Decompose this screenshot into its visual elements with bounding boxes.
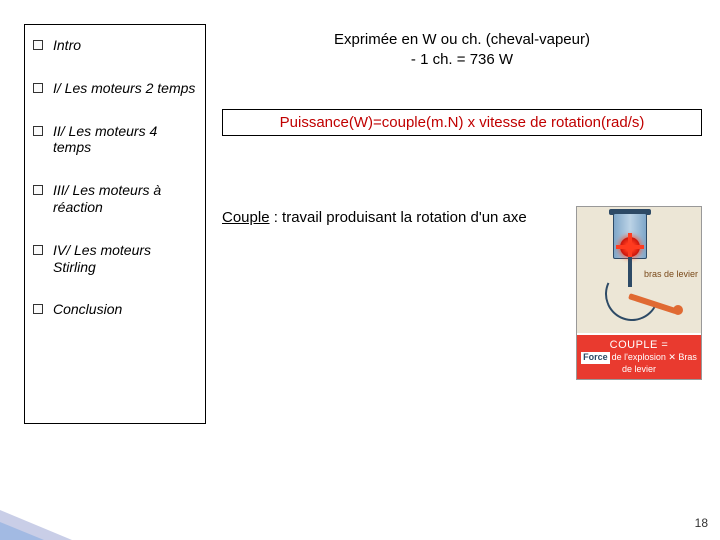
couple-row: Couple : travail produisant la rotation … bbox=[222, 206, 702, 380]
bullet-icon bbox=[33, 245, 43, 255]
nav-item-intro: Intro bbox=[33, 37, 197, 54]
engine-canvas: bras de levier bbox=[577, 207, 701, 331]
couple-formula-band: COUPLE = Forcede l'explosion ✕ Bras de l… bbox=[577, 333, 701, 379]
couple-def-text: : travail produisant la rotation d'un ax… bbox=[270, 209, 527, 226]
nav-label: I/ Les moteurs 2 temps bbox=[53, 80, 195, 97]
explosion-icon bbox=[620, 237, 640, 257]
nav-item-iii: III/ Les moteurs à réaction bbox=[33, 182, 197, 216]
header-line2: - 1 ch. = 736 W bbox=[222, 50, 702, 70]
bullet-icon bbox=[33, 40, 43, 50]
bullet-icon bbox=[33, 185, 43, 195]
corner-accent2-icon bbox=[0, 522, 44, 540]
nav-label: II/ Les moteurs 4 temps bbox=[53, 123, 197, 157]
bullet-icon bbox=[33, 83, 43, 93]
couple-term: Couple bbox=[222, 209, 270, 226]
page-number: 18 bbox=[695, 516, 708, 530]
header-line1: Exprimée en W ou ch. (cheval-vapeur) bbox=[222, 30, 702, 50]
band-force: Force bbox=[581, 352, 610, 363]
lever-end-icon bbox=[673, 305, 683, 315]
main-content: Exprimée en W ou ch. (cheval-vapeur) - 1… bbox=[222, 24, 702, 380]
band-formula: Forcede l'explosion ✕ Bras de levier bbox=[581, 352, 697, 375]
couple-definition: Couple : travail produisant la rotation … bbox=[222, 206, 564, 228]
band-title: COUPLE = bbox=[581, 339, 697, 353]
bullet-icon bbox=[33, 304, 43, 314]
nav-item-conclusion: Conclusion bbox=[33, 301, 197, 318]
engine-diagram: bras de levier COUPLE = Forcede l'explos… bbox=[576, 206, 702, 380]
nav-item-iv: IV/ Les moteurs Stirling bbox=[33, 242, 197, 276]
nav-item-ii: II/ Les moteurs 4 temps bbox=[33, 123, 197, 157]
nav-label: Intro bbox=[53, 37, 81, 54]
nav-label: Conclusion bbox=[53, 301, 122, 318]
band-rest: de l'explosion ✕ Bras de levier bbox=[612, 352, 697, 373]
outline-sidebar: Intro I/ Les moteurs 2 temps II/ Les mot… bbox=[24, 24, 206, 424]
slide: Intro I/ Les moteurs 2 temps II/ Les mot… bbox=[0, 0, 720, 540]
header-text: Exprimée en W ou ch. (cheval-vapeur) - 1… bbox=[222, 30, 702, 71]
nav-item-i: I/ Les moteurs 2 temps bbox=[33, 80, 197, 97]
bras-de-levier-label: bras de levier bbox=[644, 269, 698, 279]
nav-label: III/ Les moteurs à réaction bbox=[53, 182, 197, 216]
nav-label: IV/ Les moteurs Stirling bbox=[53, 242, 197, 276]
formula-box: Puissance(W)=couple(m.N) x vitesse de ro… bbox=[222, 109, 702, 136]
bullet-icon bbox=[33, 126, 43, 136]
